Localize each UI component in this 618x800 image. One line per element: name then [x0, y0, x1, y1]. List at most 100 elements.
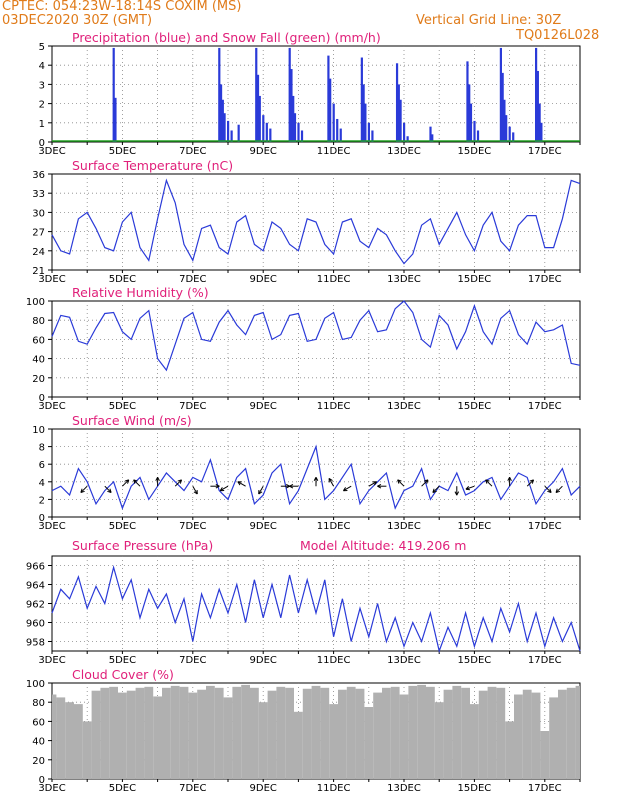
precip-xtick-label: 5DEC: [109, 146, 136, 157]
temperature-xtick-label: 7DEC: [179, 274, 206, 285]
precip-bar: [336, 118, 339, 142]
cloud-ytick-label: 0: [39, 775, 45, 786]
humidity-series-line: [51, 300, 581, 372]
cloud-bar: [434, 702, 444, 779]
precip-ytick-label: 4: [39, 61, 45, 72]
precip-bar: [538, 103, 541, 142]
cloud-bar: [285, 687, 294, 779]
temperature-xtick-label: 15DEC: [458, 274, 492, 285]
humidity-ytick-label: 40: [32, 355, 45, 366]
precip-xtick-label: 7DEC: [179, 146, 206, 157]
humidity-xtick-label: 17DEC: [528, 401, 562, 412]
cloud-title: Cloud Cover (%): [72, 667, 174, 682]
precip-ytick-label: 1: [39, 119, 45, 130]
cloud-bar: [320, 687, 330, 779]
precip-xtick-label: 13DEC: [387, 146, 421, 157]
cloud-bar: [109, 686, 118, 779]
temperature-xtick-label: 9DEC: [250, 274, 277, 285]
wind-xtick-label: 7DEC: [179, 521, 206, 532]
wind-arrow-shaft: [219, 485, 229, 492]
wind-arrow-head: [286, 483, 291, 489]
wind-arrow-shaft: [174, 479, 182, 487]
wind-arrow-shaft: [555, 485, 563, 493]
header-station: CPTEC: 054:23W-18:14S COXIM (MS): [2, 0, 242, 14]
cloud-bar: [470, 704, 479, 779]
precip-xtick-label: 15DEC: [458, 146, 492, 157]
cloud-bar: [355, 688, 365, 779]
cloud-bar: [170, 685, 180, 779]
wind-arrow-head: [80, 488, 85, 494]
cloud-bar: [364, 707, 374, 779]
cloud-bar: [206, 685, 215, 779]
precip-bar: [473, 120, 476, 142]
cloud-bar: [56, 697, 66, 779]
precip-bar: [466, 61, 469, 142]
pressure-ytick-label: 962: [26, 600, 45, 611]
precip-bar: [429, 126, 432, 142]
wind-arrow-shaft: [485, 479, 493, 487]
wind-arrow-head: [177, 479, 183, 484]
temperature-series-line: [51, 178, 581, 265]
precip-ytick-label: 5: [39, 42, 45, 53]
precip-bar: [221, 99, 224, 142]
precip-bar: [329, 78, 332, 142]
pressure-ytick-label: 958: [26, 638, 45, 649]
precip-bar: [237, 124, 240, 142]
precip-bar: [499, 47, 502, 142]
temperature-title: Surface Temperature (nC): [72, 158, 233, 173]
wind-arrow-head: [328, 477, 333, 483]
precip-bar: [362, 84, 365, 142]
temperature-xtick-label: 3DEC: [38, 274, 65, 285]
temperature-frame: [51, 173, 581, 271]
precip-xtick-label: 11DEC: [317, 146, 351, 157]
wind-arrow-shaft: [328, 478, 335, 487]
cloud-bar: [223, 697, 233, 779]
precip-title: Precipitation (blue) and Snow Fall (gree…: [72, 30, 381, 45]
cloud-bar: [566, 687, 576, 779]
humidity-xtick-label: 9DEC: [250, 401, 277, 412]
cloud-xtick-label: 13DEC: [387, 783, 421, 794]
temperature-ytick-label: 21: [32, 266, 45, 277]
cloud-bar: [417, 684, 426, 779]
cloud-bar: [302, 688, 312, 779]
cloud-ytick-label: 80: [32, 698, 45, 709]
wind-arrow-head: [215, 483, 220, 489]
precip-frame: [51, 45, 581, 143]
wind-arrow-head: [289, 483, 294, 489]
precip-bar: [536, 70, 539, 142]
wind-ytick-label: 4: [39, 478, 45, 489]
cloud-xtick-label: 11DEC: [317, 783, 351, 794]
wind-arrow-head: [377, 483, 382, 489]
wind-series-line: [51, 444, 581, 510]
pressure-xtick-label: 11DEC: [317, 655, 351, 666]
wind-arrow-shaft: [421, 479, 429, 487]
cloud-bar: [250, 687, 259, 779]
temperature-ytick-label: 33: [32, 189, 45, 200]
wind-arrow-head: [342, 487, 348, 492]
cloud-bar: [294, 711, 303, 779]
precip-bar: [114, 97, 117, 142]
temperature-ytick-label: 27: [32, 228, 45, 239]
wind-arrow-shaft: [104, 485, 112, 493]
precip-ytick-label: 3: [39, 80, 45, 91]
humidity-xtick-label: 5DEC: [109, 401, 136, 412]
cloud-bar: [461, 687, 470, 779]
wind-arrow-head: [133, 479, 138, 484]
wind-xtick-label: 11DEC: [317, 521, 351, 532]
humidity-ytick-label: 80: [32, 316, 45, 327]
wind-xtick-label: 13DEC: [387, 521, 421, 532]
wind-arrow-shaft: [465, 485, 475, 490]
cloud-bar: [399, 694, 409, 779]
humidity-ytick-label: 60: [32, 335, 45, 346]
precip-bar: [293, 113, 297, 142]
precip-xtick-label: 17DEC: [528, 146, 562, 157]
temperature-xtick-label: 17DEC: [528, 274, 562, 285]
wind-arrow-head: [454, 491, 460, 496]
cloud-ytick-label: 100: [26, 679, 45, 690]
precip-bar: [512, 132, 515, 142]
wind-arrow-shaft: [343, 485, 352, 492]
cloud-bar: [241, 684, 250, 779]
precip-xtick-label: 9DEC: [250, 146, 277, 157]
wind-arrow-shaft: [80, 485, 88, 493]
